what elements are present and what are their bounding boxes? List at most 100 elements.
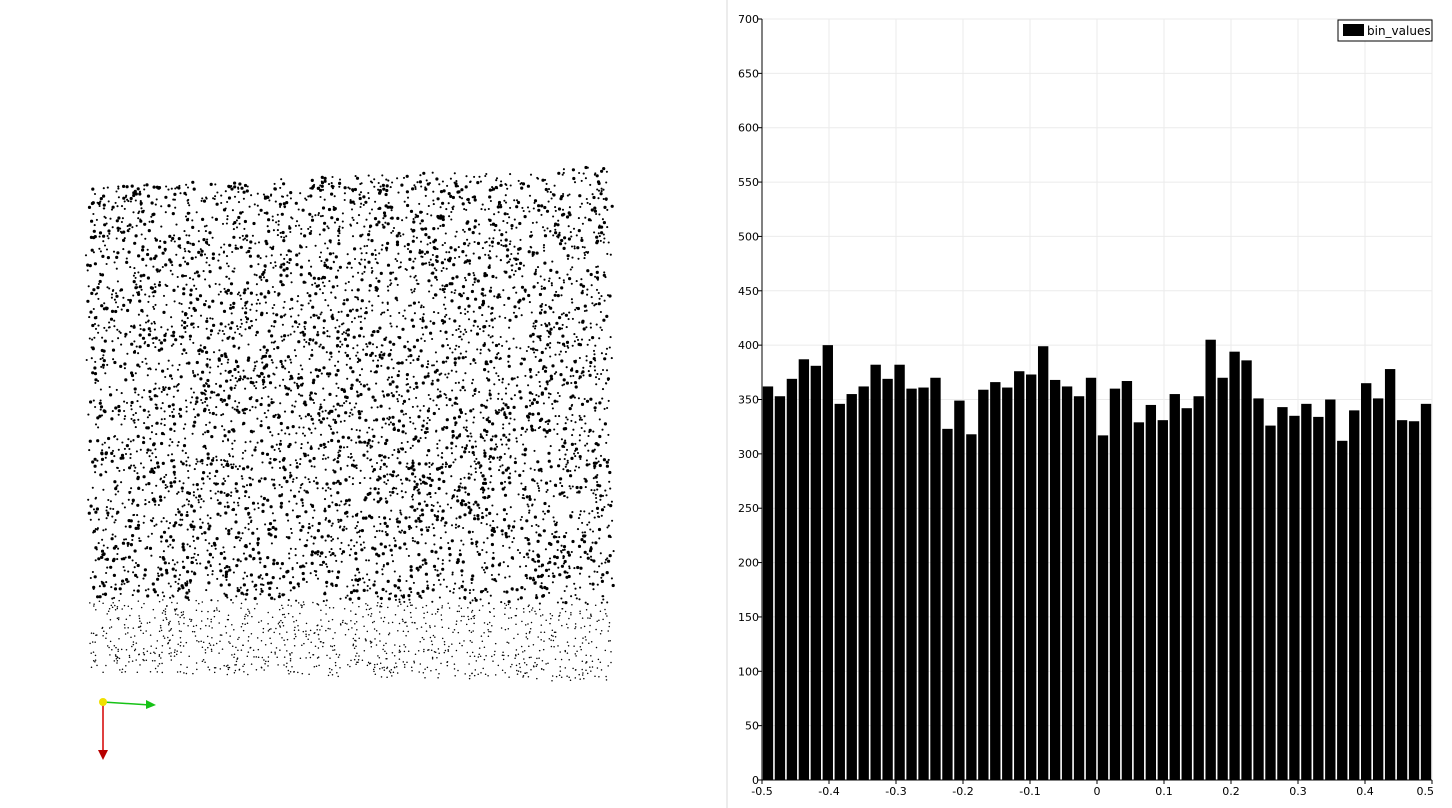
point [243,663,246,666]
point [488,195,492,199]
point [515,226,518,229]
point [124,332,128,336]
point [556,400,559,403]
point [385,652,388,655]
point [227,583,231,587]
point [129,453,132,456]
point [543,310,547,314]
point [114,608,117,611]
point [134,372,137,375]
point [580,291,584,295]
point [429,258,432,261]
point [219,640,221,642]
point [578,434,581,437]
point [443,641,446,643]
point [549,393,552,396]
point [498,315,501,318]
point [218,610,221,612]
point [605,181,608,184]
point [214,547,217,550]
point [443,258,447,261]
point [96,664,98,667]
point [398,600,401,604]
point [439,224,442,228]
point [214,217,218,221]
point-cloud-render[interactable] [0,0,726,808]
point [293,637,296,640]
point [491,186,494,189]
point [593,406,597,410]
point [483,449,486,452]
point [96,527,99,530]
point [413,485,417,489]
point [147,327,151,331]
point [286,261,289,264]
point [402,661,405,663]
point [154,237,157,240]
point [164,195,168,199]
point [450,291,453,294]
point [411,239,415,243]
point [385,184,389,188]
point [297,602,300,604]
point [413,540,417,543]
point [404,516,408,520]
point [334,664,337,667]
point [139,274,143,278]
point [485,320,488,323]
point [449,194,453,198]
point [242,583,246,587]
point [236,327,239,331]
point [422,419,425,422]
point [563,559,567,564]
point [461,446,464,449]
point [547,330,552,334]
point [123,362,127,366]
point [356,521,359,524]
point [564,427,568,431]
point [553,184,556,187]
point [394,258,397,261]
point [394,644,396,646]
point [227,430,231,434]
point [337,239,340,242]
point [195,462,198,465]
point [445,360,448,363]
point [364,496,368,500]
point [91,486,94,489]
point [194,256,197,259]
point [174,609,176,612]
point [344,634,347,636]
point [137,271,140,274]
point [250,377,253,380]
point [278,202,282,206]
point [493,447,497,451]
point [271,285,274,289]
point [574,653,577,655]
point [459,410,463,415]
point [479,598,482,601]
point [278,442,282,446]
render-view-3d[interactable] [0,0,726,808]
point [569,469,572,473]
point [594,275,597,278]
point [493,295,496,298]
point [109,507,112,510]
point [352,584,355,587]
point [487,635,490,638]
point [177,620,180,623]
point [338,232,341,235]
point [248,326,252,330]
point [527,345,530,348]
point [494,356,498,360]
point [537,335,541,339]
point [385,590,388,593]
point [289,197,292,200]
point [307,526,311,530]
point [295,502,298,505]
point [213,197,216,201]
point [570,611,572,614]
point [515,384,518,387]
point [303,489,306,492]
point [281,637,283,639]
